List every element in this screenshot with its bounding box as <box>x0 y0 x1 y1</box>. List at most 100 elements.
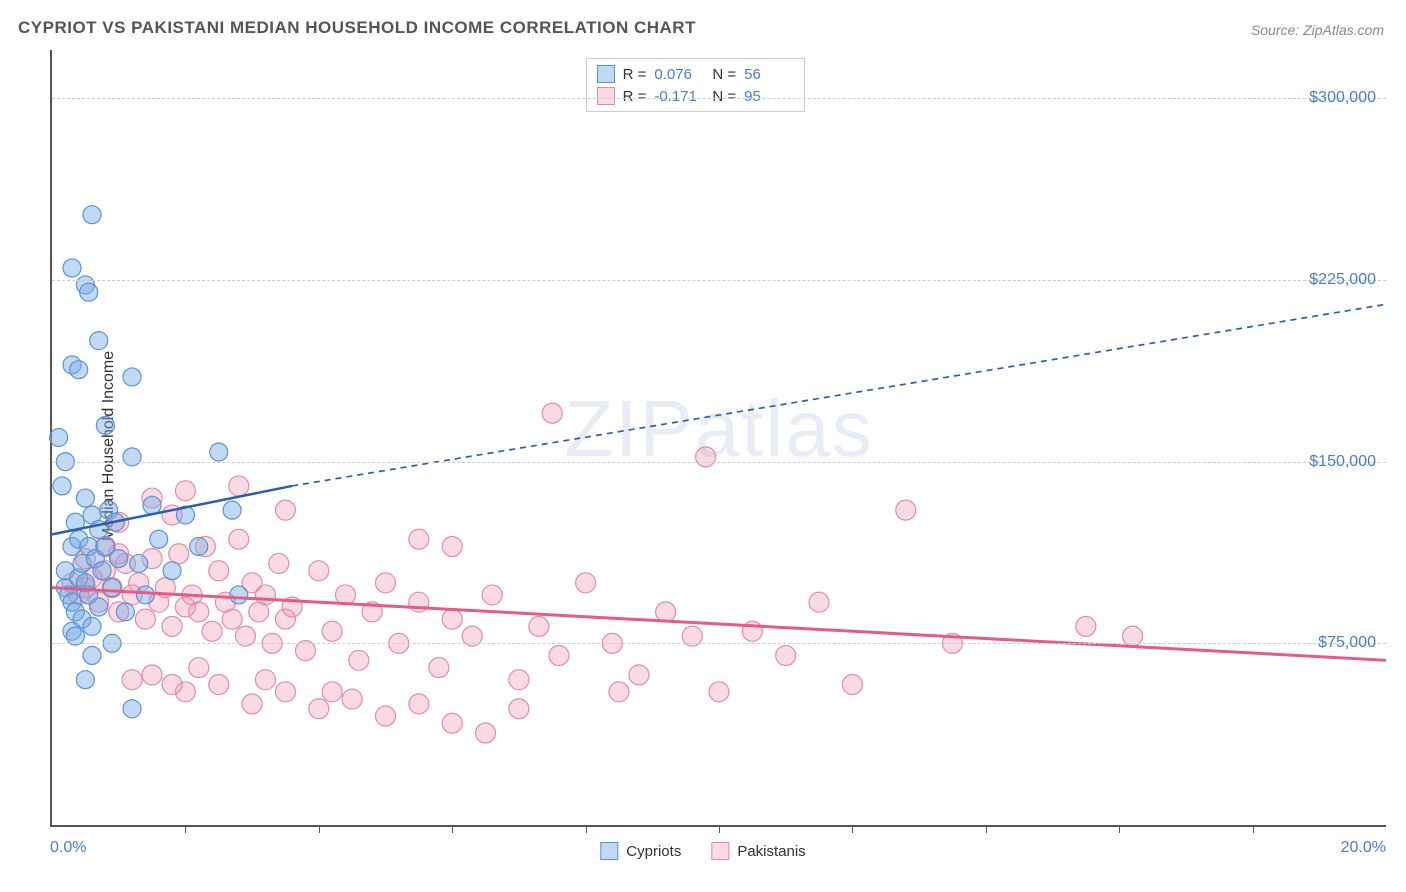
x-tick <box>986 825 987 833</box>
data-point <box>576 573 596 593</box>
data-point <box>209 675 229 695</box>
x-axis-min-label: 0.0% <box>50 839 86 857</box>
data-point <box>322 682 342 702</box>
y-tick-label: $150,000 <box>1309 453 1376 471</box>
data-point <box>162 616 182 636</box>
data-point <box>209 561 229 581</box>
data-point <box>476 723 496 743</box>
data-point <box>776 645 796 665</box>
data-point <box>150 530 168 548</box>
source-label: Source: ZipAtlas.com <box>1251 22 1384 38</box>
data-point <box>135 609 155 629</box>
data-point <box>63 259 81 277</box>
n-value-cyp: 56 <box>744 66 794 83</box>
data-point <box>116 603 134 621</box>
x-tick <box>719 825 720 833</box>
data-point <box>542 403 562 423</box>
chart-title: CYPRIOT VS PAKISTANI MEDIAN HOUSEHOLD IN… <box>18 18 696 38</box>
data-point <box>169 544 189 564</box>
legend-swatch-pakistanis <box>711 842 729 860</box>
data-point <box>76 489 94 507</box>
n-label-pak: N = <box>712 88 736 105</box>
data-point <box>223 501 241 519</box>
data-point <box>122 670 142 690</box>
x-tick <box>319 825 320 833</box>
legend-label-pakistanis: Pakistanis <box>737 843 805 860</box>
data-point <box>809 592 829 612</box>
x-axis-max-label: 20.0% <box>1341 839 1386 857</box>
data-point <box>896 500 916 520</box>
r-label-cyp: R = <box>623 66 647 83</box>
data-point <box>242 694 262 714</box>
data-point <box>229 529 249 549</box>
data-point <box>93 562 111 580</box>
data-point <box>130 554 148 572</box>
data-point <box>90 598 108 616</box>
data-point <box>123 368 141 386</box>
data-point <box>376 573 396 593</box>
data-point <box>162 675 182 695</box>
data-point <box>349 650 369 670</box>
stats-row-pakistanis: R = -0.171 N = 95 <box>597 85 795 107</box>
data-point <box>275 500 295 520</box>
data-point <box>342 689 362 709</box>
data-point <box>269 553 289 573</box>
data-point <box>309 561 329 581</box>
trend-line <box>52 588 1386 661</box>
stats-legend: R = 0.076 N = 56 R = -0.171 N = 95 <box>586 58 806 112</box>
x-tick <box>1253 825 1254 833</box>
data-point <box>529 616 549 636</box>
data-point <box>482 585 502 605</box>
data-point <box>90 332 108 350</box>
data-point <box>376 706 396 726</box>
data-point <box>202 621 222 641</box>
data-point <box>96 416 114 434</box>
plot-svg <box>52 50 1386 825</box>
stats-row-cypriots: R = 0.076 N = 56 <box>597 63 795 85</box>
y-tick-label: $75,000 <box>1318 634 1376 652</box>
data-point <box>76 671 94 689</box>
legend-item-pakistanis: Pakistanis <box>711 842 805 860</box>
data-point <box>442 609 462 629</box>
data-point <box>123 448 141 466</box>
data-point <box>409 529 429 549</box>
n-label-cyp: N = <box>712 66 736 83</box>
r-value-cyp: 0.076 <box>654 66 704 83</box>
data-point <box>222 609 242 629</box>
gridline <box>52 98 1386 99</box>
data-point <box>230 586 248 604</box>
data-point <box>83 617 101 635</box>
data-point <box>656 602 676 622</box>
trend-line <box>292 304 1386 486</box>
data-point <box>210 443 228 461</box>
data-point <box>1076 616 1096 636</box>
data-point <box>142 665 162 685</box>
data-point <box>123 700 141 718</box>
data-point <box>309 699 329 719</box>
data-point <box>322 621 342 641</box>
x-tick <box>1119 825 1120 833</box>
r-label-pak: R = <box>623 88 647 105</box>
data-point <box>429 658 449 678</box>
x-tick <box>185 825 186 833</box>
bottom-legend: Cypriots Pakistanis <box>600 842 805 860</box>
gridline <box>52 643 1386 644</box>
data-point <box>136 586 154 604</box>
x-tick <box>852 825 853 833</box>
data-point <box>189 602 209 622</box>
data-point <box>609 682 629 702</box>
legend-item-cypriots: Cypriots <box>600 842 681 860</box>
gridline <box>52 280 1386 281</box>
y-tick-label: $300,000 <box>1309 89 1376 107</box>
data-point <box>189 658 209 678</box>
data-point <box>175 481 195 501</box>
legend-label-cypriots: Cypriots <box>626 843 681 860</box>
data-point <box>83 206 101 224</box>
x-tick <box>452 825 453 833</box>
data-point <box>50 429 68 447</box>
gridline <box>52 462 1386 463</box>
data-point <box>549 645 569 665</box>
data-point <box>229 476 249 496</box>
data-point <box>83 646 101 664</box>
data-point <box>275 682 295 702</box>
